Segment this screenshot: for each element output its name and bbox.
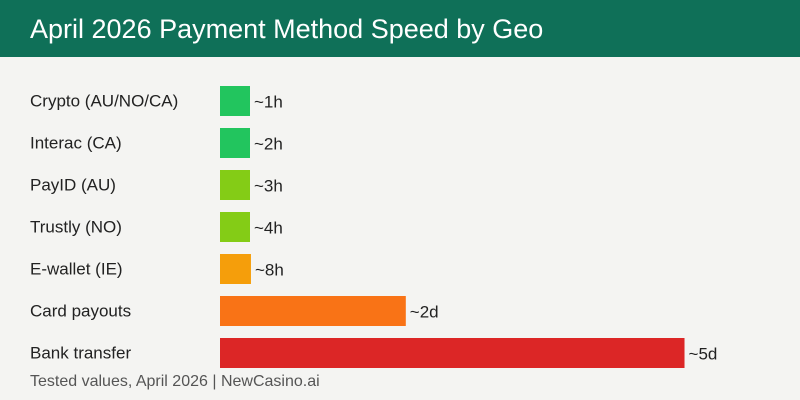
bar	[220, 296, 406, 326]
header-bar: April 2026 Payment Method Speed by Geo	[0, 0, 800, 57]
category-label: Card payouts	[30, 302, 131, 321]
value-label: ~2d	[410, 303, 439, 322]
value-label: ~4h	[254, 219, 283, 238]
value-label: ~3h	[254, 177, 283, 196]
category-label: Bank transfer	[30, 344, 131, 363]
source-note: Tested values, April 2026 | NewCasino.ai	[30, 373, 320, 390]
category-label: Crypto (AU/NO/CA)	[30, 92, 178, 111]
category-label: Interac (CA)	[30, 134, 122, 153]
value-label: ~1h	[254, 93, 283, 112]
bar	[220, 254, 251, 284]
value-label: ~8h	[255, 261, 284, 280]
value-label: ~2h	[254, 135, 283, 154]
bar	[220, 338, 685, 368]
chart-title: April 2026 Payment Method Speed by Geo	[30, 14, 544, 44]
bar	[220, 86, 250, 116]
category-label: PayID (AU)	[30, 176, 116, 195]
bar	[220, 170, 250, 200]
category-label: Trustly (NO)	[30, 218, 122, 237]
value-label: ~5d	[689, 345, 718, 364]
category-label: E-wallet (IE)	[30, 260, 123, 279]
bar	[220, 128, 250, 158]
bar	[220, 212, 250, 242]
